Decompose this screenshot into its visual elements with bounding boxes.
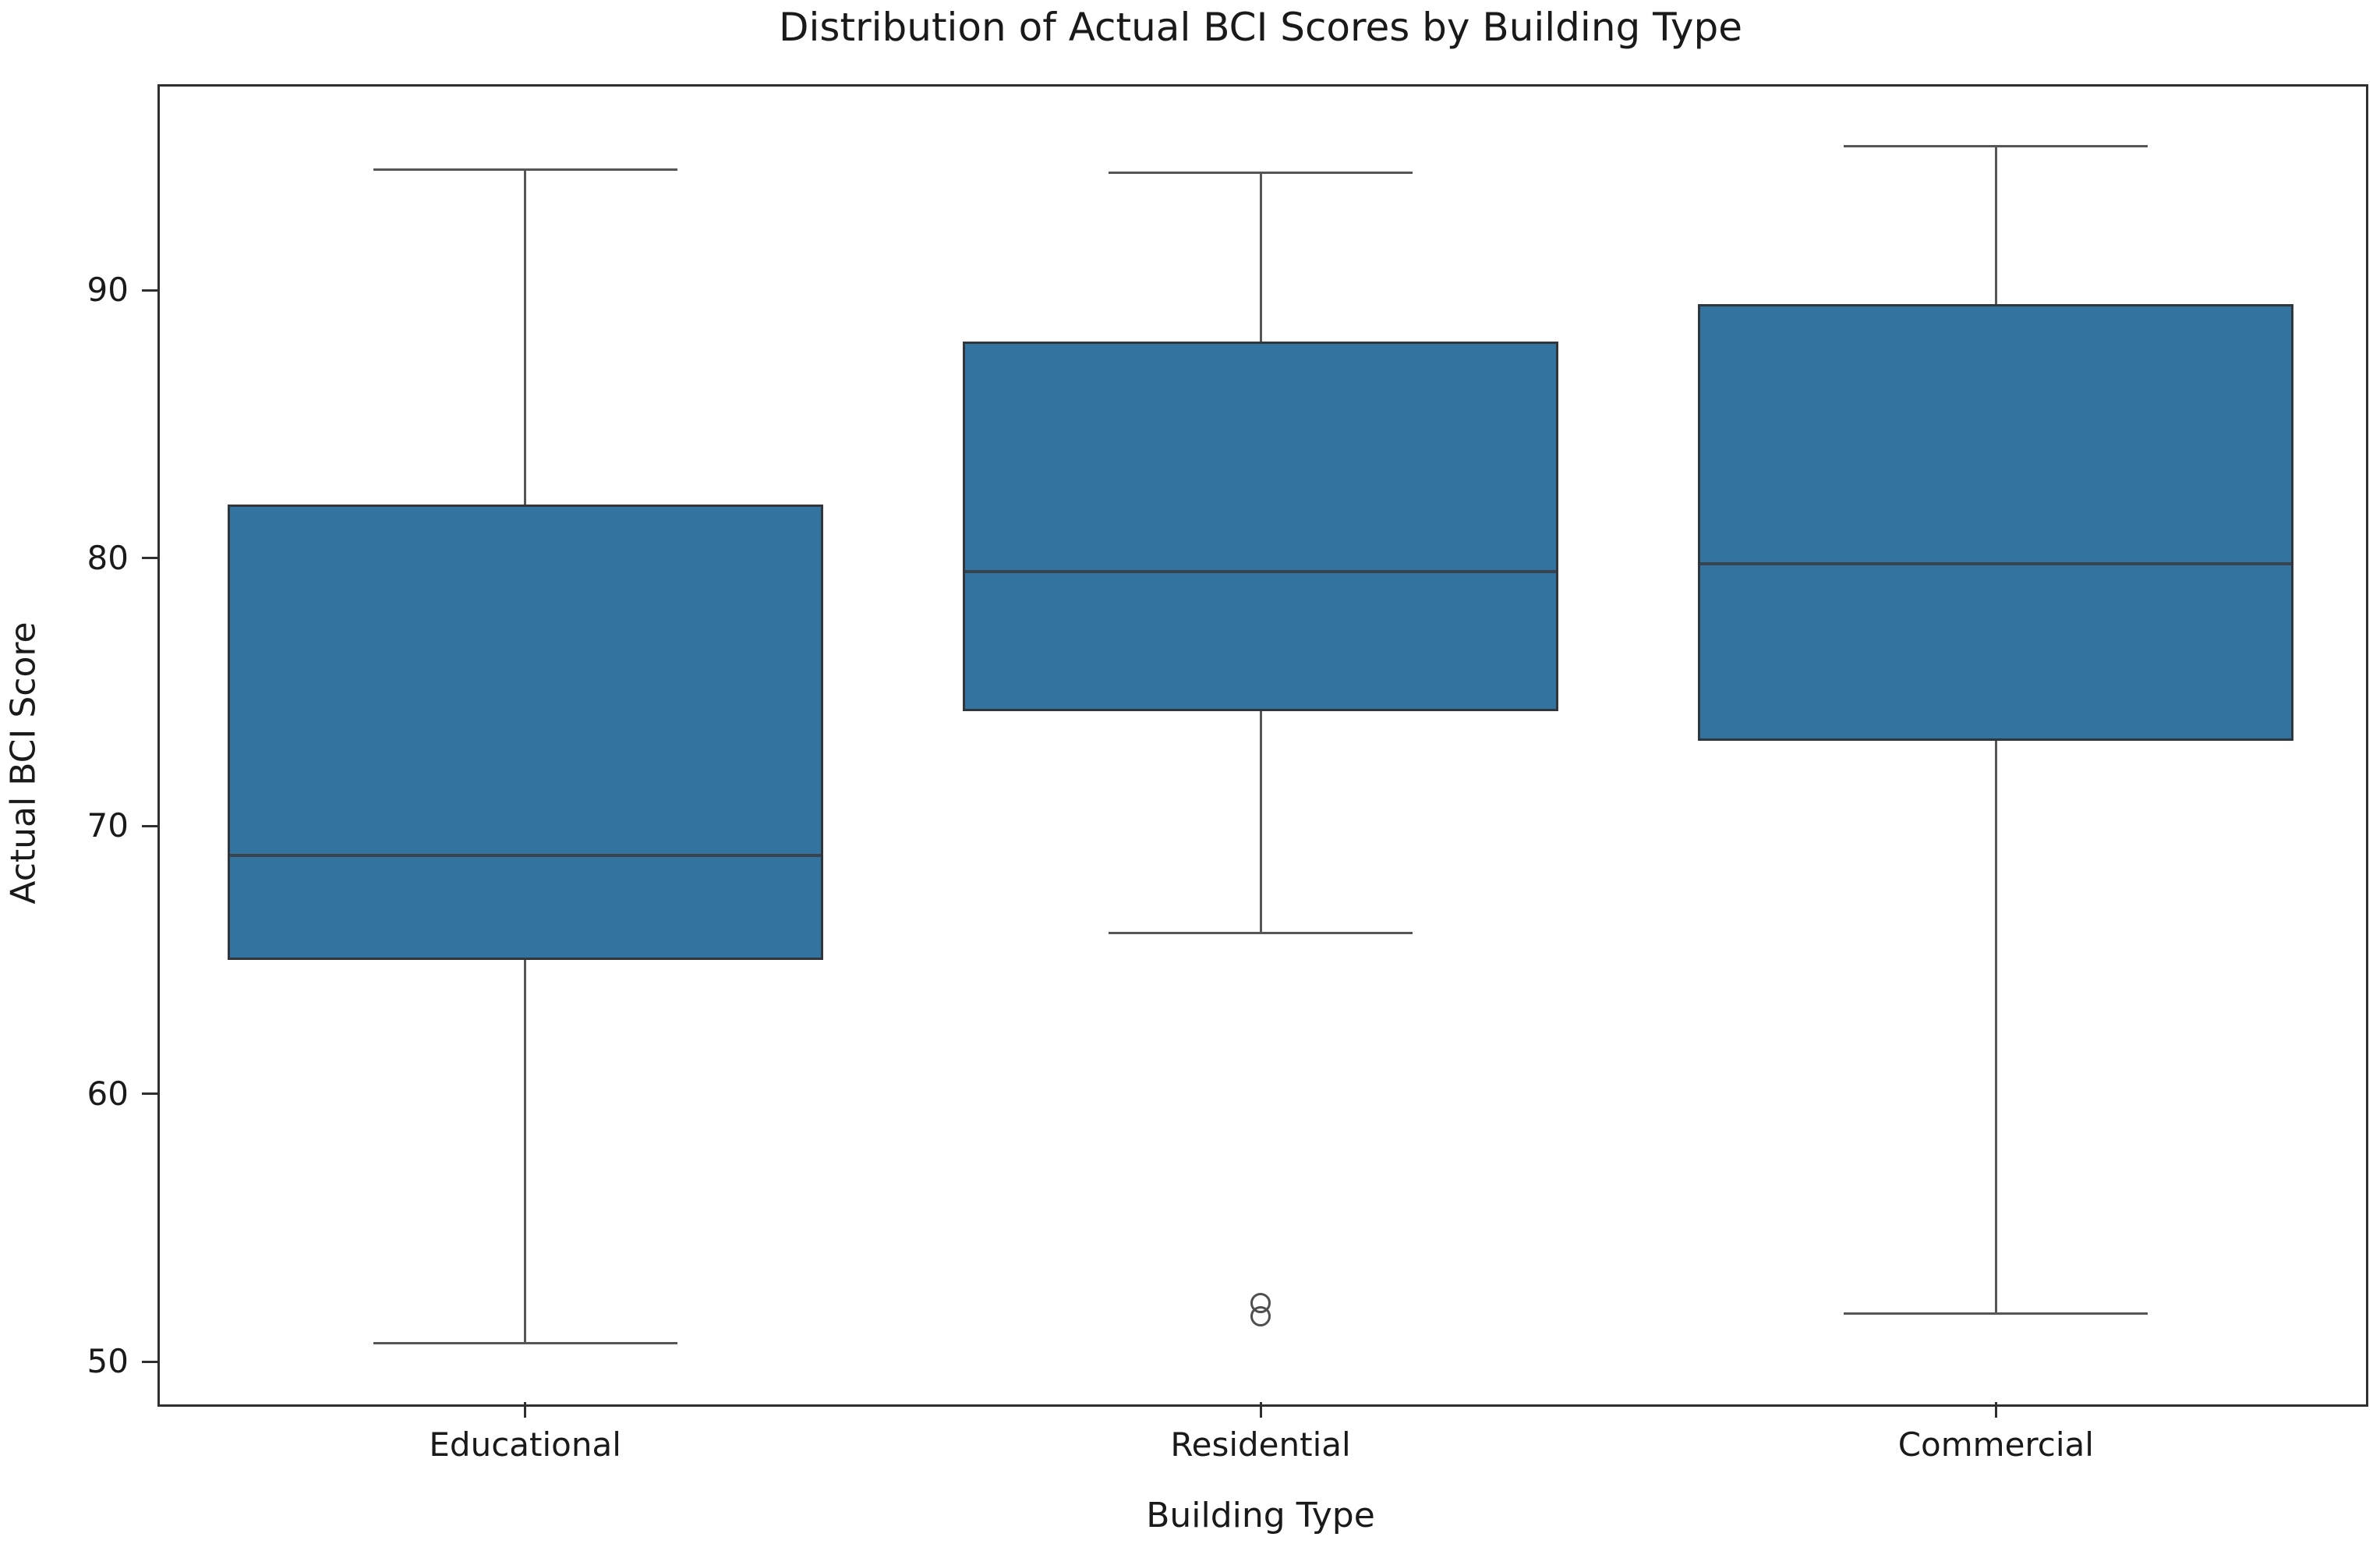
lower-whisker	[1259, 710, 1262, 933]
y-tick-mark	[142, 557, 157, 560]
y-tick-mark	[142, 1092, 157, 1096]
x-tick-label: Educational	[429, 1425, 621, 1464]
y-tick-label: 70	[87, 806, 129, 845]
x-tick-mark	[524, 1402, 527, 1418]
iqr-box	[227, 505, 823, 961]
iqr-box	[963, 341, 1558, 711]
x-axis-label: Building Type	[1146, 1496, 1375, 1535]
y-tick-label: 60	[87, 1074, 129, 1113]
lower-whisker	[524, 960, 527, 1344]
lower-whisker-cap	[1109, 932, 1413, 935]
y-tick-mark	[142, 1360, 157, 1363]
upper-whisker	[524, 169, 527, 505]
chart-title: Distribution of Actual BCI Scores by Bui…	[779, 5, 1742, 50]
upper-whisker-cap	[1844, 144, 2148, 147]
median-line	[1700, 561, 2292, 565]
x-tick-label: Commercial	[1897, 1425, 2094, 1464]
upper-whisker	[1994, 146, 1997, 304]
outlier-point	[1250, 1306, 1271, 1327]
upper-whisker	[1259, 172, 1262, 342]
median-line	[965, 570, 1556, 574]
lower-whisker-cap	[1844, 1312, 2148, 1316]
upper-whisker-cap	[1109, 171, 1413, 174]
upper-whisker-cap	[373, 168, 677, 172]
x-tick-mark	[1259, 1402, 1262, 1418]
lower-whisker	[1994, 740, 1997, 1314]
y-tick-label: 50	[87, 1342, 129, 1381]
y-tick-mark	[142, 289, 157, 292]
x-tick-mark	[1994, 1402, 1997, 1418]
iqr-box	[1698, 303, 2294, 741]
y-tick-label: 80	[87, 538, 129, 577]
y-tick-mark	[142, 824, 157, 827]
median-line	[229, 854, 821, 858]
x-tick-label: Residential	[1170, 1425, 1351, 1464]
lower-whisker-cap	[373, 1341, 677, 1344]
y-tick-label: 90	[87, 271, 129, 310]
